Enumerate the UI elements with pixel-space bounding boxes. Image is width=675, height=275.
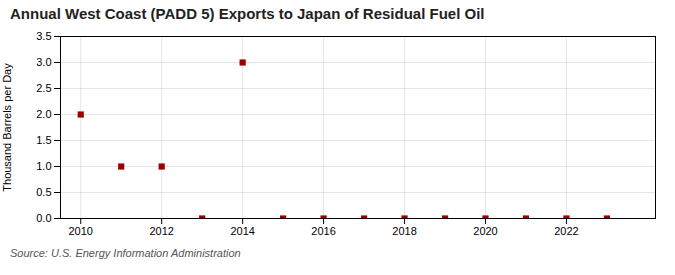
svg-text:0.5: 0.5	[36, 186, 51, 198]
svg-text:2016: 2016	[311, 225, 335, 237]
svg-text:3.0: 3.0	[36, 56, 51, 68]
svg-text:1.0: 1.0	[36, 160, 51, 172]
svg-text:2022: 2022	[554, 225, 578, 237]
svg-text:Thousand Barrels per Day: Thousand Barrels per Day	[1, 63, 13, 192]
html-text:Annual West Coast (PADD 5) Exp: Annual West Coast (PADD 5) Exports to Ja…	[10, 5, 485, 22]
svg-text:2018: 2018	[392, 225, 416, 237]
svg-text:2020: 2020	[473, 225, 497, 237]
svg-text:1.5: 1.5	[36, 134, 51, 146]
svg-text:2.0: 2.0	[36, 108, 51, 120]
svg-text:2012: 2012	[149, 225, 173, 237]
svg-text:2014: 2014	[230, 225, 254, 237]
svg-text:3.5: 3.5	[36, 30, 51, 42]
svg-text:2010: 2010	[68, 225, 92, 237]
svg-text:2.5: 2.5	[36, 82, 51, 94]
svg-text:0.0: 0.0	[36, 212, 51, 224]
html-text:Source: U.S. Energy Informatio: Source: U.S. Energy Information Administ…	[10, 247, 241, 259]
